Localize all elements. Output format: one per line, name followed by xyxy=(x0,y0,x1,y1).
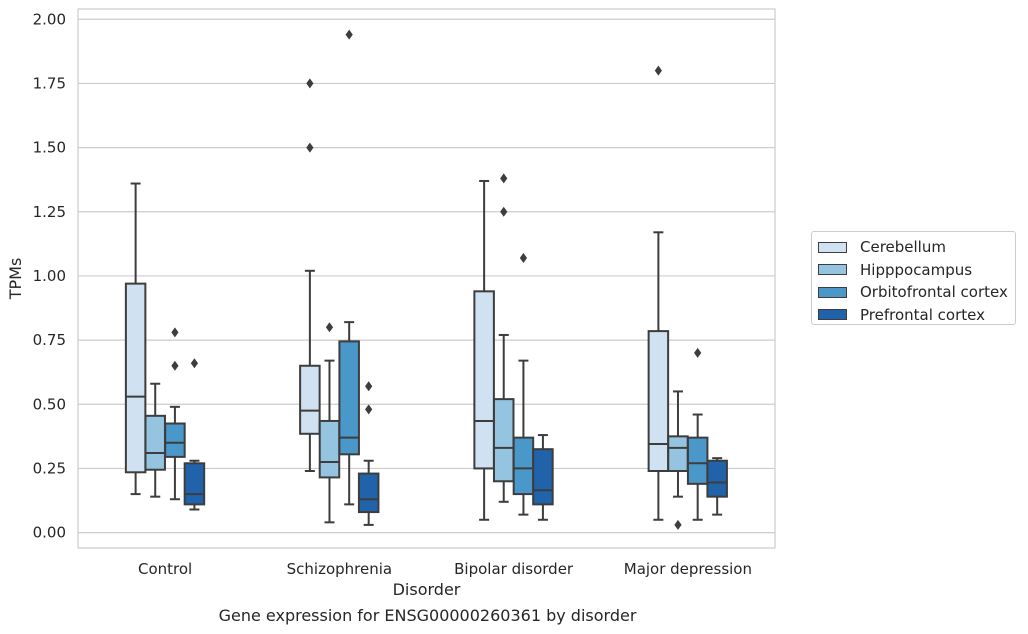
box-group xyxy=(357,381,380,526)
box-group xyxy=(706,457,728,516)
y-tick-label: 1.00 xyxy=(33,267,66,285)
legend-label: Cerebellum xyxy=(860,238,946,257)
x-axis-title: Disorder xyxy=(393,580,461,599)
box xyxy=(144,414,166,471)
outlier-point xyxy=(190,358,199,369)
box-group xyxy=(318,322,341,524)
x-tick-label: Major depression xyxy=(624,560,752,578)
box-groups xyxy=(124,29,728,530)
box-group xyxy=(144,382,166,498)
box xyxy=(492,398,515,483)
box xyxy=(512,436,535,496)
box-group xyxy=(686,347,709,521)
box xyxy=(647,330,670,472)
legend-item: Hipppocampus xyxy=(818,259,1015,282)
box xyxy=(318,419,341,479)
box xyxy=(532,448,554,506)
outlier-point xyxy=(674,519,682,530)
legend-swatch xyxy=(818,264,847,276)
box xyxy=(164,422,186,458)
y-tick-labels: 0.00 0.25 0.50 0.75 1.00 1.25 1.50 1.75 2.00 xyxy=(33,10,66,541)
box xyxy=(357,472,380,514)
box-group xyxy=(512,252,535,516)
legend-item: Orbitofrontal cortex xyxy=(818,281,1015,304)
box-group xyxy=(124,182,147,496)
box xyxy=(183,462,206,506)
legend-swatch xyxy=(818,241,847,253)
x-tick-labels: Control Schizophrenia Bipolar disorder Majo… xyxy=(138,560,752,578)
outlier-point xyxy=(519,252,528,263)
plot-frame xyxy=(77,8,776,549)
y-tick-label: 0.50 xyxy=(33,395,66,413)
outlier-point xyxy=(365,404,373,415)
y-tick-label: 0.75 xyxy=(33,331,66,349)
outlier-point xyxy=(654,65,662,76)
outlier-point xyxy=(306,142,314,153)
outlier-point xyxy=(365,381,373,392)
outlier-point xyxy=(306,78,314,89)
legend-swatch xyxy=(818,286,847,298)
legend: Cerebellum Hipppocampus Orbitofrontal co… xyxy=(811,231,1016,325)
y-tick-label: 1.50 xyxy=(33,139,66,157)
box-group xyxy=(183,358,206,511)
box xyxy=(706,459,728,498)
x-tick-label: Schizophrenia xyxy=(287,560,392,578)
legend-label: Hipppocampus xyxy=(860,260,973,279)
y-tick-label: 2.00 xyxy=(33,10,66,28)
box-group xyxy=(338,29,360,506)
y-tick-label: 1.25 xyxy=(33,203,66,221)
legend-swatch xyxy=(818,309,847,321)
y-tick-label: 1.75 xyxy=(33,74,66,92)
box xyxy=(338,340,360,456)
outlier-point xyxy=(171,360,179,371)
box-group xyxy=(164,327,186,501)
box xyxy=(124,282,147,474)
outlier-point xyxy=(345,29,353,40)
outlier-point xyxy=(500,206,508,217)
box xyxy=(667,435,689,473)
box-group xyxy=(473,179,495,521)
box-group xyxy=(532,434,554,521)
legend-item: Cerebellum xyxy=(818,236,1015,259)
y-tick-label: 0.25 xyxy=(33,459,66,477)
legend-item: Prefrontal cortex xyxy=(818,304,1015,327)
box-group xyxy=(667,390,689,530)
y-axis-title: TPMs xyxy=(6,258,25,301)
outlier-point xyxy=(500,173,508,184)
outlier-point xyxy=(694,347,702,358)
box xyxy=(299,364,321,435)
box-group xyxy=(299,78,321,472)
legend-label: Orbitofrontal cortex xyxy=(860,283,1008,302)
box-group xyxy=(492,173,515,503)
chart-caption: Gene expression for ENSG00000260361 by d… xyxy=(218,606,637,625)
outlier-point xyxy=(325,322,334,333)
x-tick-label: Control xyxy=(138,560,192,578)
x-tick-label: Bipolar disorder xyxy=(454,560,574,578)
y-tick-label: 0.00 xyxy=(33,524,66,542)
outlier-point xyxy=(171,327,179,338)
box-group xyxy=(647,65,670,521)
box xyxy=(473,290,495,470)
legend-label: Prefrontal cortex xyxy=(860,305,985,324)
box xyxy=(686,436,709,485)
